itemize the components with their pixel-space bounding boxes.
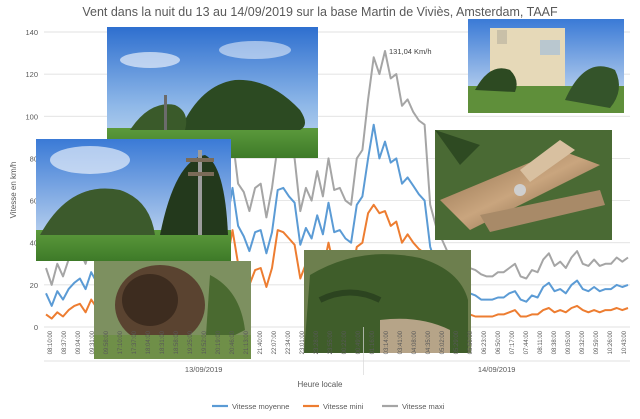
x-tick-label: 21:13:00	[244, 330, 250, 354]
y-tick-label: 100	[25, 112, 38, 121]
x-tick-label: 09:31:00	[90, 330, 96, 354]
x-tick-label: 23:01:00	[300, 330, 306, 354]
x-tick-label: 00:22:00	[342, 330, 348, 354]
y-tick-label: 120	[25, 70, 38, 79]
x-tick-label: 09:04:00	[76, 330, 82, 354]
x-tick-label: 19:52:00	[202, 330, 208, 354]
photo-leaning-tree	[36, 139, 231, 261]
x-tick-label: 09:58:00	[104, 330, 110, 354]
y-tick-label: 80	[30, 154, 38, 163]
x-tick-label: 03:14:00	[384, 330, 390, 354]
legend-label: Vitesse mini	[323, 402, 364, 411]
y-axis-title: Vitesse en km/h	[9, 162, 18, 219]
x-tick-label: 03:41:00	[398, 330, 404, 354]
y-tick-label: 0	[34, 323, 38, 332]
x-tick-label: 09:05:00	[566, 330, 572, 354]
photo-building	[468, 19, 624, 113]
date-group-2: 14/09/2019	[478, 365, 516, 374]
x-tick-label: 04:08:00	[412, 330, 418, 354]
chart-title: Vent dans la nuit du 13 au 14/09/2019 su…	[82, 5, 558, 19]
x-tick-label: 23:55:00	[328, 330, 334, 354]
x-tick-label: 22:34:00	[286, 330, 292, 354]
photo-uprooted	[94, 261, 251, 359]
x-tick-label: 21:40:00	[258, 330, 264, 354]
x-tick-label: 07:44:00	[524, 330, 530, 354]
legend-label: Vitesse maxi	[402, 402, 445, 411]
x-tick-label: 20:19:00	[216, 330, 222, 354]
photo-broken-trunk	[435, 130, 612, 240]
x-tick-label: 20:46:00	[230, 330, 236, 354]
x-tick-label: 18:04:00	[146, 330, 152, 354]
x-tick-label: 06:50:00	[496, 330, 502, 354]
x-tick-label: 04:35:00	[426, 330, 432, 354]
legend-label: Vitesse moyenne	[232, 402, 289, 411]
x-tick-label: 08:38:00	[552, 330, 558, 354]
y-tick-label: 60	[30, 197, 38, 206]
x-axis-title: Heure locale	[298, 380, 343, 389]
y-tick-label: 140	[25, 28, 38, 37]
x-tick-label: 07:17:00	[510, 330, 516, 354]
x-tick-label: 10:43:00	[622, 330, 628, 354]
y-axis-ticks: 0 20 40 60 80 100 120 140	[25, 28, 38, 332]
x-tick-label: 08:10:00	[48, 330, 54, 354]
x-tick-label: 09:59:00	[594, 330, 600, 354]
x-tick-label: 08:11:00	[538, 330, 544, 354]
x-tick-label: 06:23:00	[482, 330, 488, 354]
x-tick-label: 10:26:00	[608, 330, 614, 354]
x-tick-label: 05:02:00	[440, 330, 446, 354]
x-tick-label: 17:37:00	[132, 330, 138, 354]
y-tick-label: 40	[30, 239, 38, 248]
x-tick-label: 08:37:00	[62, 330, 68, 354]
x-tick-label: 05:56:00	[468, 330, 474, 354]
legend: Vitesse moyenne Vitesse mini Vitesse maxi	[212, 402, 445, 411]
date-group-1: 13/09/2019	[185, 365, 223, 374]
max-annotation: 131,04 Km/h	[389, 47, 432, 56]
photo-collage	[36, 19, 624, 359]
x-tick-label: 18:58:00	[174, 330, 180, 354]
x-tick-label: 17:10:00	[118, 330, 124, 354]
x-axis-ticks: 08:10:00 08:37:00 09:04:00 09:31:00 09:58:00…	[44, 327, 630, 375]
x-tick-label: 18:31:00	[160, 330, 166, 354]
x-tick-label: 05:29:00	[454, 330, 460, 354]
x-tick-label: 01:16:00	[370, 330, 376, 354]
x-tick-label: 22:07:00	[272, 330, 278, 354]
x-tick-label: 19:25:00	[188, 330, 194, 354]
photo-fallen-tree	[304, 250, 471, 353]
y-tick-label: 20	[30, 281, 38, 290]
photo-trees-top	[107, 27, 318, 158]
x-tick-label: 00:49:00	[356, 330, 362, 354]
x-tick-label: 09:32:00	[580, 330, 586, 354]
x-tick-label: 23:28:00	[314, 330, 320, 354]
